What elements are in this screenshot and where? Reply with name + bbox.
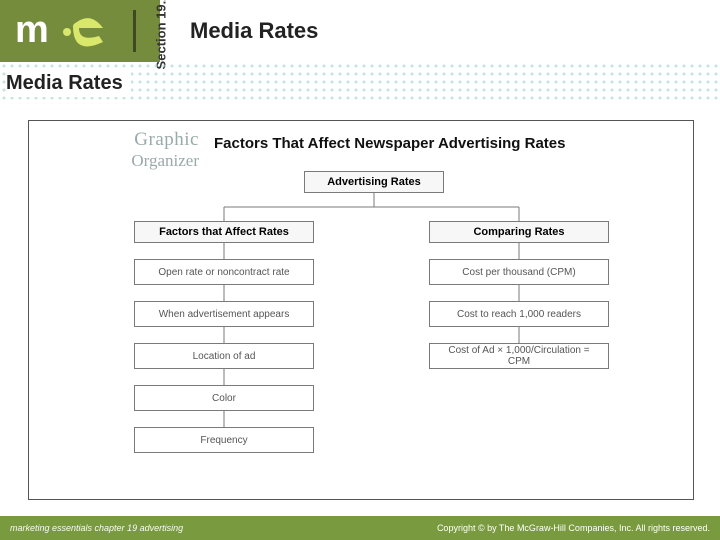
diagram-box: Color [134,385,314,411]
diagram-box: Location of ad [134,343,314,369]
diagram-box: When advertisement appears [134,301,314,327]
diagram-box: Cost to reach 1,000 readers [429,301,609,327]
diagram-header-box: Advertising Rates [304,171,444,193]
footer: marketing essentials chapter 19 advertis… [0,516,720,540]
footer-right: Copyright © by The McGraw-Hill Companies… [437,523,710,533]
section-tab: Section 19.2 [150,0,172,62]
logo: m [0,0,160,62]
banner-title: Media Rates [190,0,318,62]
content-panel: Graphic Organizer Factors That Affect Ne… [28,120,694,500]
diagram-box: Cost of Ad × 1,000/Circulation = CPM [429,343,609,369]
diagram: Advertising Rates Factors that Affect Rat… [29,163,693,493]
connector-layer [29,163,695,493]
section-label: Section 19.2 [154,0,169,69]
go-line1: Graphic [49,129,199,151]
diagram-box: Open rate or noncontract rate [134,259,314,285]
page-subtitle-wrap: Media Rates [6,70,131,97]
diagram-box: Frequency [134,427,314,453]
top-banner: m Section 19.2 Media Rates [0,0,720,62]
me-logo-icon: m [15,10,145,52]
content-title: Factors That Affect Newspaper Advertisin… [214,135,565,152]
diagram-header-box: Factors that Affect Rates [134,221,314,243]
footer-left: marketing essentials chapter 19 advertis… [10,523,183,533]
page-subtitle: Media Rates [6,72,123,94]
diagram-box: Cost per thousand (CPM) [429,259,609,285]
diagram-header-box: Comparing Rates [429,221,609,243]
svg-text:m: m [15,10,49,51]
